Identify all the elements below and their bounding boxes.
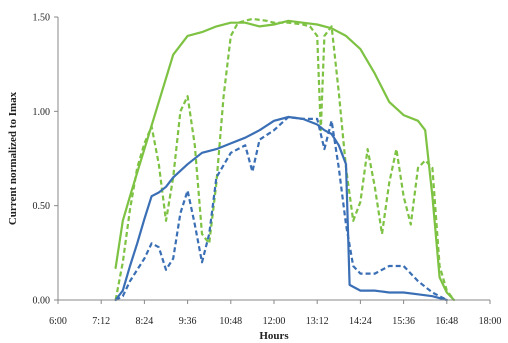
- y-tick-label: 0.50: [33, 201, 51, 212]
- x-tick-label: 16:48: [435, 316, 458, 327]
- blue-dashed-series-line: [115, 115, 448, 301]
- x-tick-labels: 6:00 7:12 8:24 9:36 10:48 12:00 13:12 14:24 15:3…: [49, 316, 501, 327]
- x-tick-label: 9:36: [179, 316, 197, 327]
- y-tick-labels: 0.00 0.50 1.00 1.50: [33, 13, 51, 307]
- y-tick-label: 1.50: [33, 13, 51, 24]
- x-tick-label: 14:24: [349, 316, 372, 327]
- green-solid-series-line: [114, 19, 456, 302]
- plot-series-group: [114, 17, 456, 302]
- x-tick-label: 18:00: [479, 316, 502, 327]
- y-tick-marks: [54, 16, 58, 301]
- x-tick-label: 10:48: [219, 316, 242, 327]
- green-dashed-series-line: [114, 17, 455, 301]
- x-tick-label: 15:36: [392, 316, 415, 327]
- y-tick-label: 1.00: [33, 107, 51, 118]
- y-tick-label: 0.00: [33, 296, 51, 307]
- x-tick-marks: [57, 300, 491, 304]
- x-tick-label: 7:12: [92, 316, 110, 327]
- x-tick-label: 8:24: [136, 316, 154, 327]
- x-tick-label: 6:00: [49, 316, 67, 327]
- x-tick-label: 13:12: [306, 316, 329, 327]
- y-axis-title: Current normalized to Imax: [7, 91, 19, 225]
- blue-solid-series-line: [114, 115, 448, 302]
- x-tick-label: 12:00: [263, 316, 286, 327]
- x-axis-title: Hours: [259, 330, 289, 342]
